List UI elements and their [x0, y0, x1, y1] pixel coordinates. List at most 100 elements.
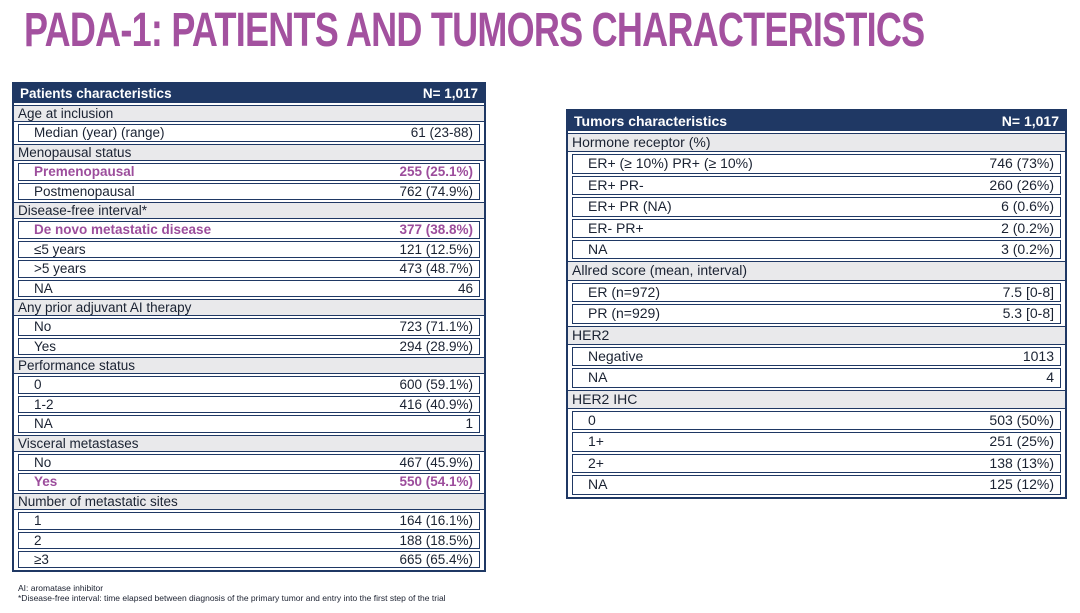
row-value: 762 (74.9%)	[399, 183, 473, 199]
row-value: 46	[457, 280, 473, 296]
table-data-row: ER+ PR- 260 (26%)	[572, 175, 1061, 196]
row-label: ≥3	[34, 551, 49, 567]
row-value: 1013	[1022, 347, 1054, 364]
row-value: 61 (23-88)	[410, 125, 473, 141]
footnote-dfi: *Disease-free interval: time elapsed bet…	[18, 593, 446, 603]
row-label: Yes	[34, 338, 57, 354]
table-data-row: NA 125 (12%)	[572, 475, 1061, 495]
section-row: HER2 IHC	[568, 389, 1065, 410]
table-data-row: NA 1	[18, 415, 480, 433]
section-row: Number of metastatic sites	[14, 492, 484, 511]
row-label: HER2 IHC	[572, 390, 638, 407]
row-label: HER2	[572, 326, 610, 343]
table-data-row: >5 years 473 (48.7%)	[18, 260, 480, 278]
row-value: 550 (54.1%)	[399, 474, 473, 490]
section-row: HER2	[568, 325, 1065, 345]
row-label: Allred score (mean, interval)	[572, 262, 748, 279]
table-data-row: ER+ (≥ 10%) PR+ (≥ 10%) 746 (73%)	[572, 154, 1061, 174]
row-value: 665 (65.4%)	[399, 551, 473, 567]
row-label: Median (year) (range)	[34, 125, 165, 141]
table-data-row: PR (n=929) 5.3 [0-8]	[572, 304, 1061, 324]
section-row: Disease-free interval*	[14, 201, 484, 220]
row-label: Number of metastatic sites	[18, 493, 178, 509]
table-data-row: Yes 294 (28.9%)	[18, 337, 480, 356]
section-row: Age at inclusion	[14, 105, 484, 123]
table-data-row: No 723 (71.1%)	[18, 318, 480, 336]
table-data-row: 0 600 (59.1%)	[18, 376, 480, 394]
row-label: 0	[588, 412, 596, 429]
row-label: 2+	[588, 454, 604, 471]
row-label: NA	[588, 369, 608, 386]
row-label: No	[34, 455, 52, 471]
row-label: ≤5 years	[34, 241, 86, 257]
row-value: 2 (0.2%)	[1001, 219, 1054, 236]
row-value: 4	[1046, 369, 1054, 386]
row-label: Hormone receptor (%)	[572, 134, 711, 150]
row-value: 600 (59.1%)	[399, 377, 473, 393]
row-label: De novo metastatic disease	[34, 222, 212, 238]
row-label: NA	[588, 476, 608, 493]
table-data-row: ≥3 665 (65.4%)	[18, 550, 480, 569]
table-data-row: NA 3 (0.2%)	[572, 239, 1061, 260]
table-data-row: No 467 (45.9%)	[18, 454, 480, 472]
table-header-row: Tumors characteristics N= 1,017	[568, 111, 1065, 131]
row-value: 3 (0.2%)	[1001, 240, 1054, 257]
row-label: Age at inclusion	[18, 106, 114, 121]
row-value: 467 (45.9%)	[399, 455, 473, 471]
row-value: 125 (12%)	[989, 476, 1054, 493]
row-label: Menopausal status	[18, 144, 132, 160]
table-data-row: 2+ 138 (13%)	[572, 453, 1061, 474]
row-value: 164 (16.1%)	[399, 513, 473, 529]
row-value: 138 (13%)	[989, 454, 1054, 471]
section-row: Any prior adjuvant AI therapy	[14, 298, 484, 317]
table-data-row: Premenopausal 255 (25.1%)	[18, 163, 480, 181]
table-data-row: 2 188 (18.5%)	[18, 531, 480, 549]
footnotes: AI: aromatase inhibitor *Disease-free in…	[18, 583, 446, 603]
row-label: NA	[34, 280, 53, 296]
row-value: 473 (48.7%)	[399, 261, 473, 277]
table-header-row: Patients characteristics N= 1,017	[14, 84, 484, 103]
table-data-row: 0 503 (50%)	[572, 411, 1061, 431]
row-label: ER+ PR (NA)	[588, 198, 672, 215]
row-value: 1	[465, 416, 473, 432]
row-value: 723 (71.1%)	[399, 319, 473, 335]
table-data-row: ≤5 years 121 (12.5%)	[18, 240, 480, 259]
row-label: Any prior adjuvant AI therapy	[18, 299, 192, 315]
section-row: Menopausal status	[14, 143, 484, 162]
section-row: Allred score (mean, interval)	[568, 261, 1065, 281]
row-label: Negative	[588, 347, 644, 364]
row-label: Postmenopausal	[34, 183, 135, 199]
row-label: ER+ PR-	[588, 176, 644, 193]
table-data-row: NA 46	[18, 279, 480, 297]
row-label: Premenopausal	[34, 164, 135, 180]
row-value: 5.3 [0-8]	[1002, 305, 1054, 322]
table-data-row: ER+ PR (NA) 6 (0.6%)	[572, 197, 1061, 217]
footnote-ai: AI: aromatase inhibitor	[18, 583, 104, 593]
row-value: 255 (25.1%)	[399, 164, 473, 180]
table-data-row: Postmenopausal 762 (74.9%)	[18, 182, 480, 200]
table-data-row: De novo metastatic disease 377 (38.8%)	[18, 221, 480, 239]
slide-title: PADA-1: PATIENTS AND TUMORS CHARACTERIST…	[24, 4, 925, 57]
row-label: 1-2	[34, 396, 54, 412]
row-value: 251 (25%)	[989, 433, 1054, 450]
table-title-label: Tumors characteristics	[574, 113, 728, 129]
row-label: 2	[34, 532, 42, 548]
row-value: 416 (40.9%)	[399, 396, 473, 412]
table-data-row: Yes 550 (54.1%)	[18, 473, 480, 491]
row-label: ER- PR+	[588, 219, 644, 236]
row-label: Visceral metastases	[18, 435, 139, 451]
table-data-row: 1-2 416 (40.9%)	[18, 395, 480, 414]
row-value: 503 (50%)	[989, 412, 1054, 429]
table-data-row: ER- PR+ 2 (0.2%)	[572, 218, 1061, 238]
row-value: 121 (12.5%)	[399, 241, 473, 257]
table-data-row: Median (year) (range) 61 (23-88)	[18, 124, 480, 142]
row-value: 260 (26%)	[989, 176, 1054, 193]
section-row: Hormone receptor (%)	[568, 133, 1065, 153]
tumors-characteristics-table: Tumors characteristics N= 1,017 Hormone re…	[566, 109, 1067, 499]
row-value: 294 (28.9%)	[399, 338, 473, 354]
row-label: ER (n=972)	[588, 283, 660, 300]
row-value: 6 (0.6%)	[1001, 198, 1054, 215]
row-label: No	[34, 319, 52, 335]
row-value: 746 (73%)	[989, 155, 1054, 172]
table-title-label: Patients characteristics	[20, 86, 172, 101]
